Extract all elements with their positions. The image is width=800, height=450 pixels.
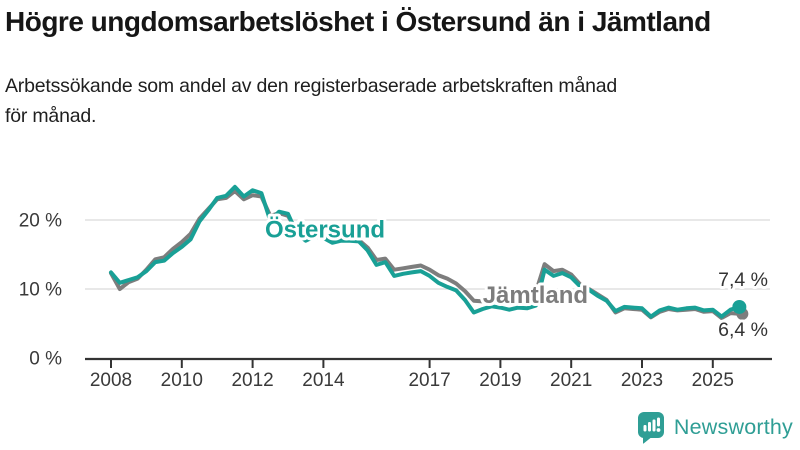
x-tick-label: 2012 [231, 370, 273, 391]
chart-subtitle: Arbetssökande som andel av den registerb… [5, 75, 618, 128]
newsworthy-logo-icon [637, 411, 664, 444]
y-tick-label: 10 % [19, 280, 62, 301]
x-tick-label: 2010 [161, 370, 203, 391]
y-tick-label: 0 % [29, 349, 62, 370]
x-tick-label: 2019 [479, 370, 521, 391]
y-tick-label: 20 % [19, 211, 62, 232]
x-tick-label: 2023 [621, 370, 663, 391]
newsworthy-wordmark: Newsworthy [673, 414, 793, 439]
x-tick-label: 2025 [692, 370, 734, 391]
series-label-jamtland: Jämtland [483, 282, 588, 309]
ostersund-line [109, 184, 742, 319]
end-value-label-jamtland: 6,4 % [718, 319, 768, 341]
chart-title: Högre ungdomsarbetslöshet i Östersund än… [5, 6, 711, 37]
jamtland-line [109, 189, 742, 320]
end-value-label-ostersund: 7,4 % [718, 269, 768, 291]
newsworthy-logo: Newsworthy [636, 410, 793, 444]
x-tick-label: 2008 [90, 370, 132, 391]
x-tick-label: 2017 [408, 370, 450, 391]
ostersund-end-dot [732, 299, 747, 314]
x-tick-label: 2021 [550, 370, 592, 391]
series-label-ostersund: Östersund [265, 216, 385, 243]
x-tick-label: 2014 [302, 370, 345, 391]
